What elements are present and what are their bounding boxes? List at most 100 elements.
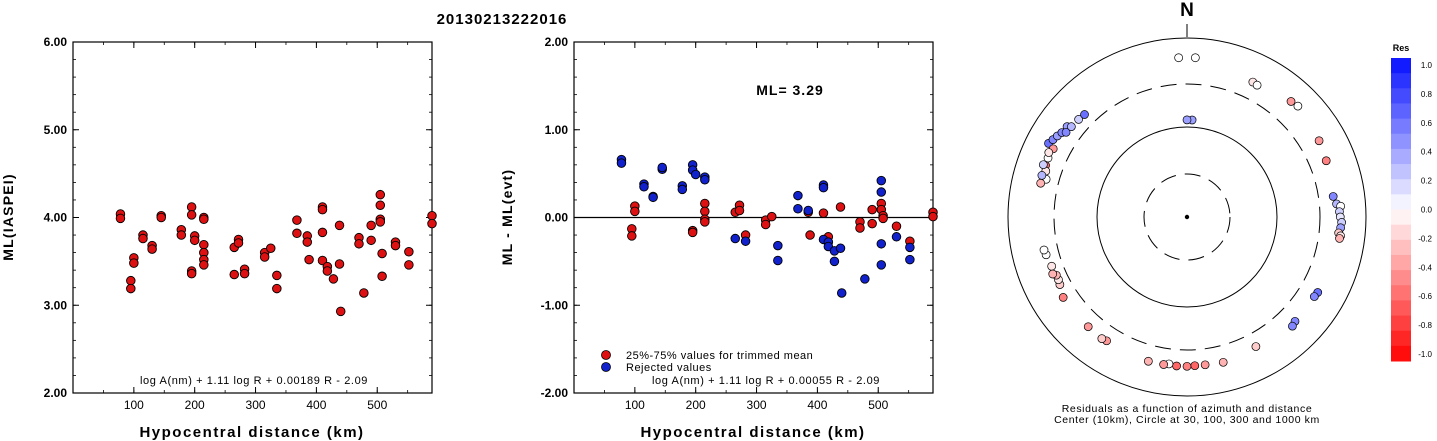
x-tick-label: 100	[625, 398, 645, 412]
data-point	[773, 240, 783, 251]
colorbar-cell	[1391, 133, 1411, 150]
colorbar-tick-label: -0.4	[1418, 263, 1432, 272]
colorbar-tick-label: -1.0	[1418, 350, 1432, 359]
station-marker	[1067, 122, 1076, 131]
colorbar-cell	[1391, 194, 1411, 210]
caption-line-1: Residuals as a function of azimuth and d…	[1062, 403, 1313, 415]
colorbar-tick-label: 0.0	[1421, 206, 1433, 215]
data-point	[302, 237, 313, 247]
formula-text: log A(nm) + 1.11 log R + 0.00189 R - 2.0…	[140, 375, 368, 387]
data-point	[835, 243, 846, 253]
data-point	[239, 268, 250, 279]
station-marker	[1038, 160, 1048, 170]
data-point	[189, 235, 200, 246]
colorbar-cell	[1391, 239, 1411, 256]
station-marker	[1039, 245, 1049, 255]
station-marker	[1144, 356, 1153, 366]
y-axis-label: ML(IASPEI)	[0, 173, 16, 260]
data-point	[891, 232, 902, 242]
data-point	[835, 202, 846, 212]
colorbar-cell	[1391, 164, 1411, 180]
station-marker	[1251, 342, 1261, 351]
ring-300km	[1053, 83, 1321, 351]
station-marker	[1047, 261, 1057, 271]
data-point	[767, 211, 777, 222]
data-point	[427, 210, 437, 221]
legend: 25%-75% values for trimmed mean Rejected…	[601, 350, 813, 374]
data-point	[793, 190, 803, 201]
y-tick-label: 2.00	[545, 35, 569, 49]
station-marker	[1182, 115, 1192, 125]
station-marker	[1288, 321, 1297, 331]
data-point	[138, 233, 148, 244]
epicenter-marker	[1184, 214, 1190, 220]
colorbar-cell	[1391, 315, 1411, 332]
colorbar-cell	[1391, 330, 1411, 347]
station-marker	[1252, 80, 1262, 90]
data-point	[928, 211, 938, 222]
data-point	[855, 223, 865, 233]
data-point	[335, 306, 346, 317]
data-point	[292, 215, 302, 225]
data-point	[115, 213, 126, 224]
data-point	[126, 275, 136, 286]
x-tick-label: 400	[306, 398, 326, 412]
data-point	[616, 158, 627, 168]
colorbar-cell	[1391, 224, 1411, 241]
data-point	[199, 214, 209, 225]
data-point	[126, 283, 136, 294]
legend-marker-rejected	[601, 362, 611, 372]
colorbar-cell	[1391, 58, 1411, 74]
legend-marker-trimmed	[601, 350, 611, 360]
data-point	[317, 227, 328, 238]
colorbar-cell	[1391, 103, 1411, 120]
station-marker	[1172, 361, 1181, 371]
x-tick-label: 300	[246, 398, 266, 412]
data-point	[700, 198, 710, 209]
data-point	[375, 189, 386, 200]
data-point	[700, 175, 710, 185]
figure-title: 20130213222016	[437, 11, 568, 28]
data-point	[359, 288, 369, 298]
x-tick-label: 400	[807, 398, 827, 412]
data-point	[734, 205, 745, 216]
legend-label-trimmed: 25%-75% values for trimmed mean	[626, 350, 813, 362]
data-point	[793, 203, 803, 214]
data-point	[404, 246, 414, 257]
colorbar-cell	[1391, 73, 1411, 89]
colorbar-tick-label: 0.4	[1421, 148, 1433, 157]
data-point	[867, 204, 877, 215]
data-point	[147, 244, 157, 254]
y-tick-label: 5.00	[44, 123, 68, 137]
y-tick-label: 3.00	[44, 298, 68, 312]
data-point	[818, 182, 829, 193]
data-point	[427, 218, 437, 229]
data-point	[304, 254, 314, 265]
data-point	[803, 205, 814, 216]
station-marker	[1074, 115, 1083, 124]
data-point	[876, 239, 887, 249]
data-point	[129, 258, 139, 268]
data-point	[229, 269, 239, 280]
station-marker	[1083, 322, 1093, 332]
station-marker	[1335, 234, 1344, 243]
north-label: N	[1180, 0, 1194, 21]
data-point	[354, 239, 364, 249]
ml-annotation: ML= 3.29	[756, 82, 824, 98]
station-marker	[1328, 192, 1338, 201]
station-marker	[1190, 53, 1200, 63]
data-point	[366, 220, 376, 231]
legend-label-rejected: Rejected values	[626, 362, 712, 374]
station-marker	[1159, 360, 1168, 369]
colorbar-tick-label: 1.0	[1421, 61, 1433, 70]
colorbar-cell	[1391, 118, 1411, 135]
data-point	[740, 236, 751, 246]
y-axis-label: ML - ML(evt)	[499, 169, 515, 266]
data-point	[272, 270, 282, 281]
colorbar-cell	[1391, 209, 1411, 226]
data-point	[700, 217, 710, 227]
x-tick-label: 500	[367, 398, 387, 412]
ring-100km	[1096, 126, 1278, 308]
data-point	[186, 210, 197, 220]
station-marker	[1080, 110, 1089, 119]
